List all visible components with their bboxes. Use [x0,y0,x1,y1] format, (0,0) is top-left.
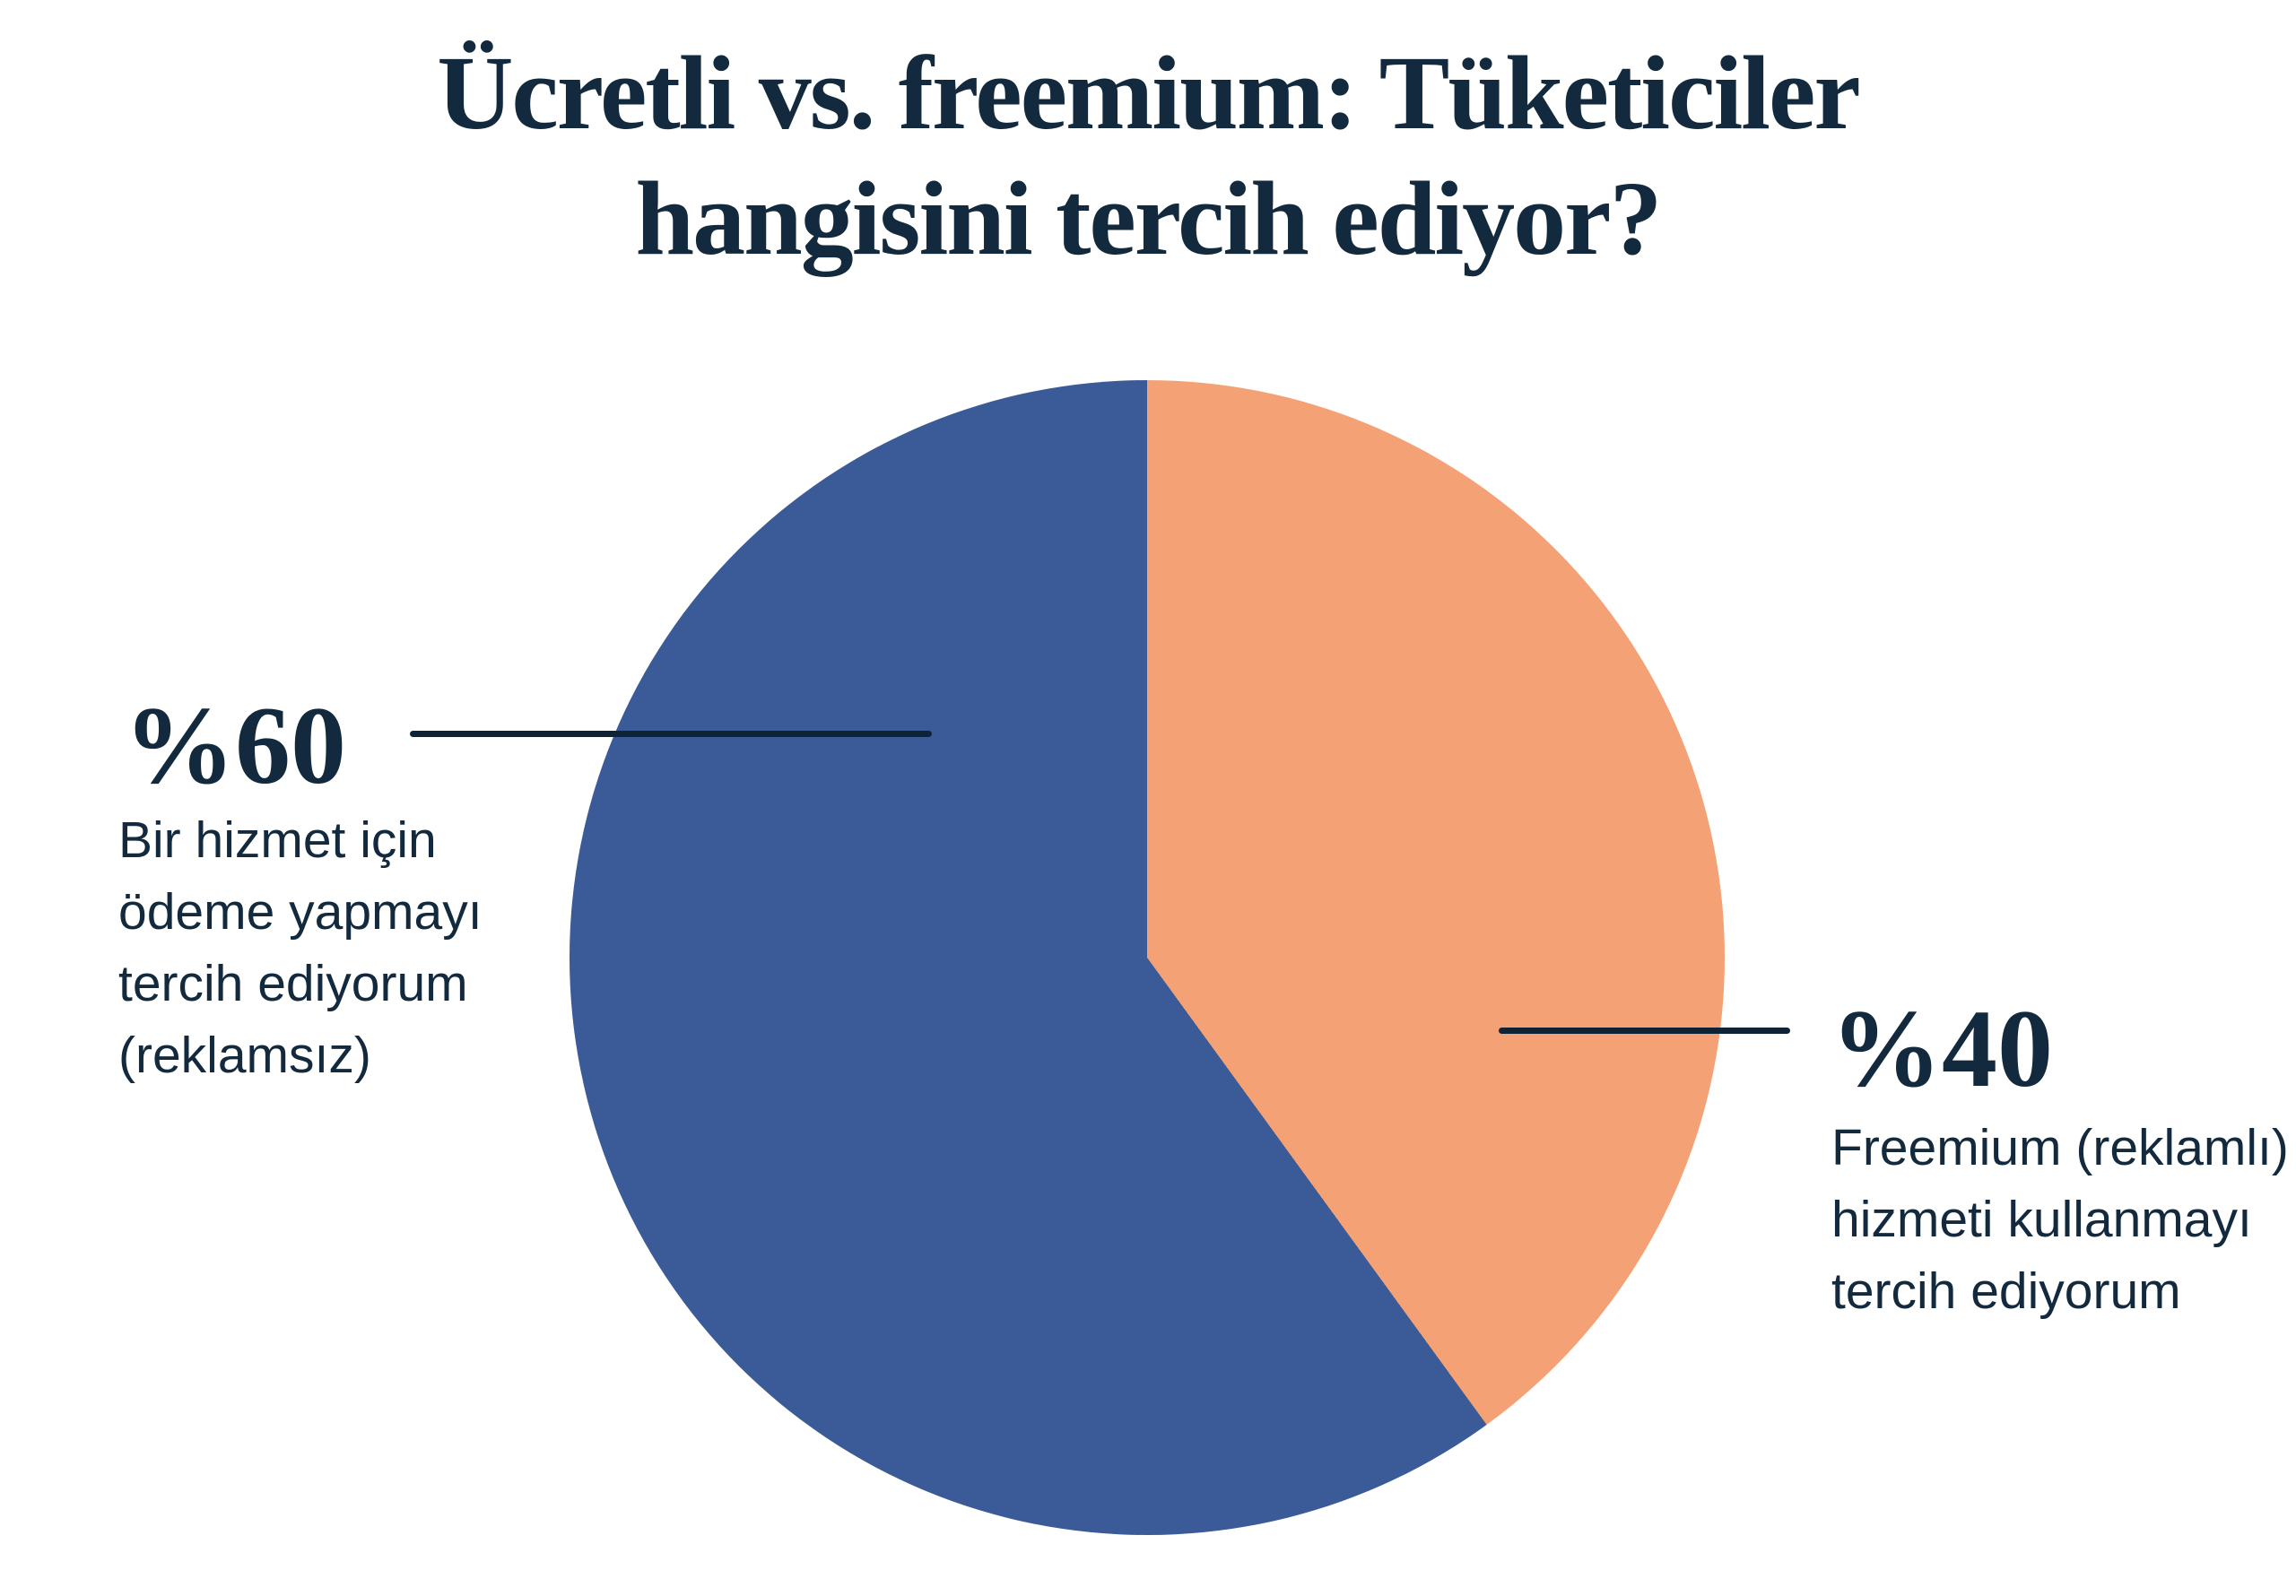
chart-title-line-1: Ücretli vs. freemium: Tüketiciler [437,34,1861,152]
slice-value-label-60: %60 [124,684,346,807]
description-line: Freemium (reklamlı) [1831,1119,2289,1176]
description-line: tercih ediyorum [1831,1262,2181,1320]
chart-title-line-2: hangisini tercih ediyor? [635,160,1662,277]
slice-description-60: Bir hizmet için ödeme yapmayı tercih edi… [118,804,483,1091]
chart-title: Ücretli vs. freemium: Tüketiciler hangis… [0,30,2296,282]
description-line: tercih ediyorum [118,955,468,1012]
slice-value-label-40: %40 [1831,987,2053,1110]
leader-line-right [1499,1028,1790,1034]
description-line: Bir hizmet için [118,811,437,869]
description-line: (reklamsız) [118,1027,371,1084]
slice-description-40: Freemium (reklamlı) hizmeti kullanmayı t… [1831,1112,2289,1327]
leader-line-left [410,731,932,737]
description-line: hizmeti kullanmayı [1831,1191,2252,1248]
pie-chart [570,380,1725,1535]
description-line: ödeme yapmayı [118,883,483,941]
